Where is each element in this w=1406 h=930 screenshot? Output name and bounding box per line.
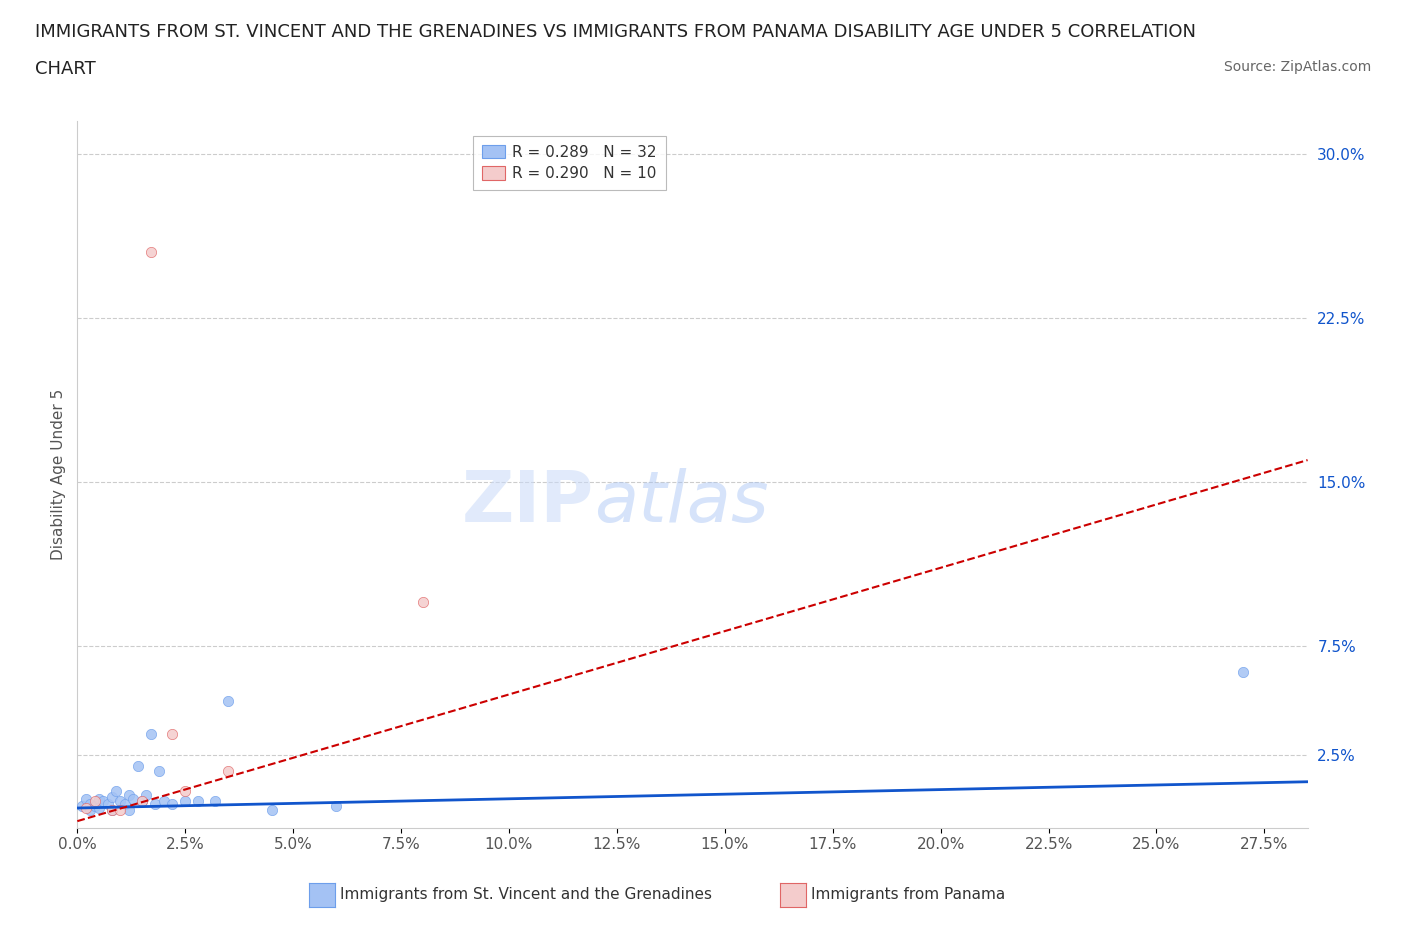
Point [110, 794, 132, 809]
Point [96, 796, 118, 811]
Point [79, 803, 101, 817]
Point [91, 794, 114, 809]
Point [412, 595, 434, 610]
Point [139, 726, 162, 741]
Point [87, 791, 110, 806]
Point [143, 796, 166, 811]
Point [174, 783, 197, 798]
Text: IMMIGRANTS FROM ST. VINCENT AND THE GRENADINES VS IMMIGRANTS FROM PANAMA DISABIL: IMMIGRANTS FROM ST. VINCENT AND THE GREN… [35, 23, 1197, 41]
Point [131, 794, 153, 809]
Text: ZIP: ZIP [461, 468, 595, 537]
Point [162, 726, 184, 741]
Point [114, 796, 136, 811]
Point [217, 694, 239, 709]
Point [127, 759, 149, 774]
Point [187, 794, 209, 809]
Point [139, 245, 162, 259]
Point [122, 791, 145, 806]
Point [101, 790, 124, 804]
Point [217, 764, 239, 778]
Point [79, 796, 101, 811]
Point [118, 803, 141, 817]
Text: CHART: CHART [35, 60, 96, 78]
Point [260, 803, 283, 817]
Text: Immigrants from Panama: Immigrants from Panama [811, 887, 1005, 902]
Point [87, 801, 110, 816]
Point [135, 788, 157, 803]
Text: Immigrants from St. Vincent and the Grenadines: Immigrants from St. Vincent and the Gren… [340, 887, 713, 902]
Point [1232, 665, 1254, 680]
Point [83, 794, 105, 809]
Point [204, 794, 226, 809]
Text: atlas: atlas [595, 468, 769, 537]
Point [325, 798, 347, 813]
Point [118, 788, 141, 803]
Point [110, 803, 132, 817]
Legend: R = 0.289   N = 32, R = 0.290   N = 10: R = 0.289 N = 32, R = 0.290 N = 10 [472, 136, 666, 191]
Point [101, 803, 124, 817]
Y-axis label: Disability Age Under 5: Disability Age Under 5 [51, 389, 66, 560]
Point [174, 794, 197, 809]
Point [75, 791, 97, 806]
Point [75, 801, 97, 816]
Point [101, 803, 124, 817]
Point [152, 794, 174, 809]
Point [70, 798, 93, 813]
Point [131, 794, 153, 809]
Point [83, 798, 105, 813]
Point [162, 796, 184, 811]
Point [148, 764, 170, 778]
Point [105, 783, 128, 798]
Text: Source: ZipAtlas.com: Source: ZipAtlas.com [1223, 60, 1371, 74]
